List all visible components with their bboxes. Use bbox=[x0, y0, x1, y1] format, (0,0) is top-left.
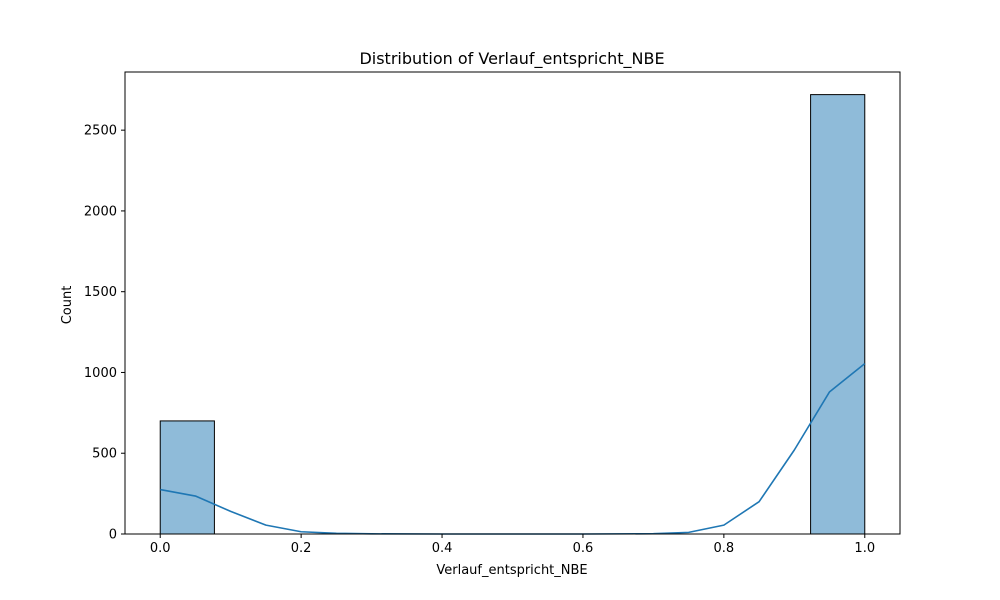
kde-curve bbox=[160, 362, 866, 535]
y-tick-label: 500 bbox=[92, 447, 117, 462]
x-axis: 0.0 0.2 0.4 0.6 0.8 1.0 bbox=[150, 534, 875, 556]
x-tick-label: 0.4 bbox=[432, 541, 453, 556]
y-tick-label: 0 bbox=[109, 528, 117, 543]
plot-frame bbox=[124, 71, 901, 535]
chart-title: Distribution of Verlauf_entspricht_NBE bbox=[359, 49, 664, 69]
y-tick-label: 1000 bbox=[84, 366, 117, 381]
y-tick-label: 2000 bbox=[84, 204, 117, 219]
x-tick-label: 0.0 bbox=[150, 541, 171, 556]
y-axis: 0 500 1000 1500 2000 2500 bbox=[84, 124, 125, 543]
x-tick-label: 0.6 bbox=[573, 541, 594, 556]
histogram-bar-0 bbox=[159, 420, 215, 535]
plot-area bbox=[159, 94, 866, 535]
histogram-bar-1 bbox=[810, 94, 866, 535]
x-tick-label: 0.8 bbox=[714, 541, 735, 556]
y-axis-label: Count bbox=[60, 286, 75, 325]
x-axis-label: Verlauf_entspricht_NBE bbox=[436, 563, 587, 578]
x-tick-label: 1.0 bbox=[854, 541, 875, 556]
y-tick-label: 2500 bbox=[84, 124, 117, 139]
y-tick-label: 1500 bbox=[84, 285, 117, 300]
x-tick-label: 0.2 bbox=[291, 541, 312, 556]
